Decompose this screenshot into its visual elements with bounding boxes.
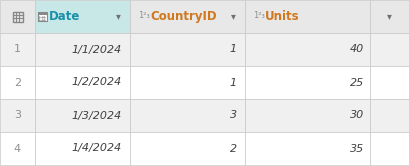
Bar <box>245 66 370 99</box>
Bar <box>0 66 35 99</box>
Text: 25: 25 <box>350 78 364 87</box>
Bar <box>245 33 370 66</box>
Bar <box>0 132 35 165</box>
Text: CountryID: CountryID <box>150 10 217 23</box>
Bar <box>13 11 22 22</box>
Text: 1: 1 <box>14 44 21 54</box>
Bar <box>130 0 245 33</box>
Text: 3: 3 <box>230 111 237 121</box>
Bar <box>370 33 409 66</box>
Bar <box>130 66 245 99</box>
Text: 1/4/2024: 1/4/2024 <box>72 143 122 154</box>
Text: 4: 4 <box>14 143 21 154</box>
Text: 1: 1 <box>230 78 237 87</box>
Bar <box>370 99 409 132</box>
Bar <box>38 12 47 21</box>
Text: 1: 1 <box>230 44 237 54</box>
Text: 1²₃: 1²₃ <box>138 10 150 19</box>
Bar <box>35 132 130 165</box>
Text: ▾: ▾ <box>231 11 236 22</box>
Bar <box>35 99 130 132</box>
Bar <box>370 132 409 165</box>
Bar <box>370 0 409 33</box>
Bar <box>0 33 35 66</box>
Text: 30: 30 <box>350 111 364 121</box>
Text: 2: 2 <box>230 143 237 154</box>
Bar <box>35 33 130 66</box>
Text: ▾: ▾ <box>387 11 392 22</box>
Text: 1/1/2024: 1/1/2024 <box>72 44 122 54</box>
Bar <box>130 132 245 165</box>
Bar <box>38 12 47 15</box>
Bar <box>0 99 35 132</box>
Text: 1²₃: 1²₃ <box>253 10 265 19</box>
Bar <box>245 0 370 33</box>
Bar <box>130 33 245 66</box>
Text: 1/3/2024: 1/3/2024 <box>72 111 122 121</box>
Bar <box>35 66 130 99</box>
Bar <box>130 99 245 132</box>
Text: Date: Date <box>49 10 81 23</box>
Bar <box>245 99 370 132</box>
Text: 2: 2 <box>14 78 21 87</box>
Text: Units: Units <box>265 10 300 23</box>
Bar <box>245 132 370 165</box>
Bar <box>35 0 130 33</box>
Text: 3: 3 <box>14 111 21 121</box>
Text: ▾: ▾ <box>116 11 120 22</box>
Text: 40: 40 <box>350 44 364 54</box>
Text: 35: 35 <box>350 143 364 154</box>
Bar <box>370 66 409 99</box>
Bar <box>0 0 35 33</box>
Text: 1/2/2024: 1/2/2024 <box>72 78 122 87</box>
